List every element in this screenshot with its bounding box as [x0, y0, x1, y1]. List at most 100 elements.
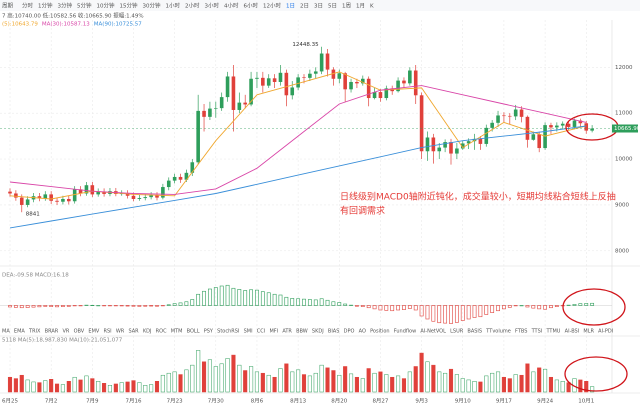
- indicator-tab[interactable]: ROC: [156, 329, 167, 335]
- indicator-tab[interactable]: AI-NetVOL: [420, 329, 446, 335]
- volume-bar: [484, 375, 489, 393]
- volume-bar: [207, 359, 212, 393]
- toolbar-item[interactable]: 5分钟: [77, 2, 92, 10]
- indicator-tab[interactable]: TRIX: [28, 329, 41, 335]
- indicator-tab[interactable]: Fundflow: [394, 329, 416, 335]
- candle-body: [143, 197, 148, 199]
- volume-bar: [554, 379, 559, 393]
- toolbar-item[interactable]: 3日: [314, 3, 323, 10]
- indicator-tab[interactable]: VR: [62, 329, 69, 335]
- x-tick-label: 7月9: [86, 398, 99, 405]
- indicator-tab[interactable]: EMV: [88, 329, 99, 335]
- toolbar-item[interactable]: 30分钟: [143, 2, 161, 10]
- candle-body: [178, 176, 183, 180]
- macd-bar: [131, 305, 136, 307]
- indicator-tab[interactable]: AI-PDI: [598, 329, 613, 335]
- toolbar-item[interactable]: 分时: [22, 2, 34, 10]
- indicator-tab[interactable]: KDJ: [143, 329, 152, 335]
- ma-line: [9, 71, 587, 200]
- toolbar-item[interactable]: 10分钟: [97, 2, 115, 10]
- indicator-tab[interactable]: AO: [359, 329, 366, 335]
- toolbar-item[interactable]: 12小时: [263, 2, 281, 10]
- indicator-tab[interactable]: TTvolume: [485, 329, 511, 335]
- indicator-tab[interactable]: BOLL: [187, 329, 200, 335]
- volume-bar: [60, 384, 65, 393]
- candle-body: [513, 109, 518, 117]
- indicator-tab[interactable]: SKDJ: [312, 329, 324, 335]
- toolbar-item[interactable]: 1日: [286, 3, 295, 10]
- indicator-tab[interactable]: RSI: [104, 329, 112, 335]
- indicator-tab[interactable]: FTBS: [515, 329, 527, 335]
- macd-bar: [290, 298, 295, 306]
- indicator-tab[interactable]: SMI: [244, 329, 253, 335]
- volume-bar: [43, 380, 48, 393]
- toolbar-item[interactable]: 3分钟: [58, 2, 73, 10]
- indicator-tab[interactable]: CCI: [257, 329, 265, 335]
- candle-body: [14, 193, 18, 198]
- indicator-tab[interactable]: SAR: [128, 329, 139, 335]
- indicator-tab[interactable]: BRAR: [45, 329, 59, 335]
- toolbar-item[interactable]: 3小时: [205, 2, 220, 10]
- candle-body: [8, 191, 12, 194]
- toolbar-item[interactable]: 4小时: [224, 2, 239, 10]
- macd-bar: [407, 305, 412, 309]
- toolbar-item[interactable]: 1小时: [166, 2, 181, 10]
- indicator-tab[interactable]: Position: [370, 329, 389, 335]
- volume-bar: [531, 371, 536, 393]
- candle-body: [196, 110, 200, 163]
- marks: [0, 20, 612, 393]
- indicator-tab[interactable]: DPO: [344, 329, 355, 335]
- volume-bar: [107, 385, 113, 393]
- macd-bar: [243, 290, 248, 306]
- indicator-tab[interactable]: AI-BSI: [565, 329, 580, 335]
- toolbar-item[interactable]: 15分钟: [120, 2, 138, 10]
- candle-body: [125, 193, 130, 196]
- indicator-tab[interactable]: BBW: [296, 329, 308, 335]
- candle-body: [208, 108, 212, 117]
- indicator-tab[interactable]: ATR: [282, 329, 292, 335]
- macd-bar: [302, 298, 306, 306]
- volume-bar: [454, 374, 459, 393]
- toolbar-item[interactable]: K: [370, 4, 374, 10]
- toolbar-item[interactable]: 1月: [356, 3, 365, 10]
- indicator-tab[interactable]: OBV: [74, 329, 85, 335]
- toolbar-item[interactable]: 1分钟: [38, 2, 53, 10]
- volume-bar: [90, 378, 95, 393]
- indicator-tab[interactable]: MA: [2, 329, 10, 335]
- indicator-tab[interactable]: LSUR: [450, 329, 464, 335]
- macd-bar: [202, 290, 206, 306]
- indicator-tab[interactable]: TTMU: [545, 329, 560, 335]
- indicator-tab[interactable]: MTM: [171, 329, 183, 335]
- candle-body: [61, 198, 65, 202]
- volume-bar: [560, 381, 565, 393]
- indicator-tab[interactable]: BIAS: [328, 329, 340, 335]
- volume-bar: [7, 376, 13, 393]
- indicator-tab[interactable]: MLR: [583, 329, 594, 335]
- ma-line: [9, 125, 587, 229]
- candle-body: [460, 143, 465, 149]
- toolbar-item[interactable]: 2日: [300, 3, 309, 10]
- last-price-label: 10665.90: [614, 126, 640, 132]
- toolbar-item[interactable]: 5日: [328, 3, 337, 10]
- macd-bar: [149, 305, 154, 307]
- macd-bar: [37, 305, 42, 308]
- indicator-tab[interactable]: TTSI: [531, 329, 543, 335]
- volume-bar: [19, 374, 24, 393]
- indicator-tab[interactable]: WR: [116, 329, 125, 335]
- indicator-tab[interactable]: StochRSI: [217, 329, 239, 335]
- indicator-tab[interactable]: BASIS: [467, 329, 482, 335]
- volume-bar: [260, 372, 265, 393]
- toolbar-item[interactable]: 1周: [342, 3, 351, 10]
- toolbar-item[interactable]: 2小时: [185, 2, 200, 10]
- highlight-circle: [562, 288, 626, 326]
- toolbar-item[interactable]: 6小时: [244, 2, 259, 10]
- indicator-tab[interactable]: EMA: [14, 329, 25, 335]
- indicator-tab[interactable]: MFI: [269, 329, 278, 335]
- candle-body: [343, 73, 347, 90]
- candle-body: [325, 53, 330, 70]
- volume-bar: [231, 354, 236, 393]
- macd-bar: [266, 292, 271, 306]
- volume-bar: [278, 368, 283, 393]
- indicator-tab[interactable]: PSY: [204, 329, 214, 335]
- candle-body: [349, 81, 353, 90]
